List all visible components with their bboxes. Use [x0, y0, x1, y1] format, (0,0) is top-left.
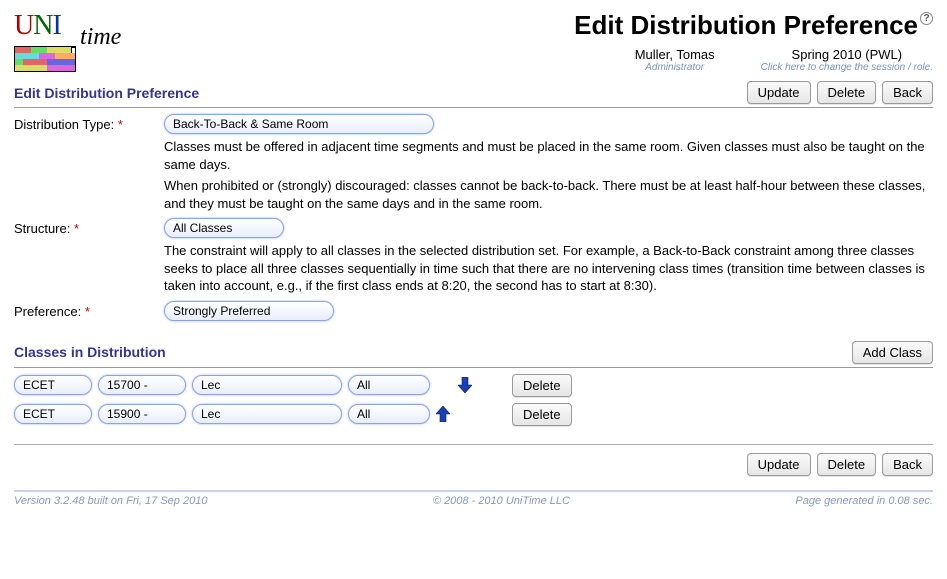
footer-timing: Page generated in 0.08 sec. — [795, 495, 933, 507]
subject-select[interactable]: ECET — [14, 404, 92, 424]
back-button[interactable]: Back — [882, 81, 933, 104]
class-select[interactable]: All — [348, 404, 430, 424]
class-row: ECET 15700 - Lec All Delete — [14, 374, 933, 397]
course-select[interactable]: 15700 - — [98, 375, 186, 395]
section-title-edit: Edit Distribution Preference — [14, 85, 199, 101]
logo-grid-icon — [14, 46, 76, 72]
dist-type-desc-1: Classes must be offered in adjacent time… — [164, 138, 933, 173]
move-up-icon[interactable] — [436, 406, 452, 422]
user-name: Muller, Tomas — [635, 47, 715, 62]
logo-text-uni: UNI — [14, 10, 76, 42]
structure-label: Structure: * — [14, 218, 164, 236]
class-select[interactable]: All — [348, 375, 430, 395]
user-role[interactable]: Administrator — [635, 62, 715, 73]
section-title-classes: Classes in Distribution — [14, 344, 166, 360]
session-hint[interactable]: Click here to change the session / role. — [761, 62, 933, 73]
dist-type-desc-2: When prohibited or (strongly) discourage… — [164, 177, 933, 212]
footer-version: Version 3.2.48 built on Fri, 17 Sep 2010 — [14, 495, 207, 507]
subpart-select[interactable]: Lec — [192, 375, 342, 395]
subject-select[interactable]: ECET — [14, 375, 92, 395]
preference-label: Preference: * — [14, 301, 164, 319]
row-delete-button[interactable]: Delete — [512, 403, 572, 426]
update-button-bottom[interactable]: Update — [747, 453, 811, 476]
logo-text-time: time — [80, 24, 121, 51]
help-icon[interactable]: ? — [920, 12, 933, 25]
add-class-button[interactable]: Add Class — [852, 341, 933, 364]
delete-button-bottom[interactable]: Delete — [817, 453, 877, 476]
page-title: Edit Distribution Preference — [574, 10, 918, 41]
back-button-bottom[interactable]: Back — [882, 453, 933, 476]
preference-select[interactable]: Strongly Preferred — [164, 301, 334, 321]
logo: UNI time — [14, 10, 121, 72]
class-row: ECET 15900 - Lec All Delete — [14, 403, 933, 426]
move-down-icon[interactable] — [458, 377, 474, 393]
course-select[interactable]: 15900 - — [98, 404, 186, 424]
delete-button[interactable]: Delete — [817, 81, 877, 104]
update-button[interactable]: Update — [747, 81, 811, 104]
footer-copyright: © 2008 - 2010 UniTime LLC — [207, 495, 795, 507]
structure-desc: The constraint will apply to all classes… — [164, 242, 933, 295]
dist-type-select[interactable]: Back-To-Back & Same Room — [164, 114, 434, 134]
separator — [14, 444, 933, 445]
row-delete-button[interactable]: Delete — [512, 374, 572, 397]
dist-type-label: Distribution Type: * — [14, 114, 164, 132]
subpart-select[interactable]: Lec — [192, 404, 342, 424]
session-name: Spring 2010 (PWL) — [761, 47, 933, 62]
structure-select[interactable]: All Classes — [164, 218, 284, 238]
